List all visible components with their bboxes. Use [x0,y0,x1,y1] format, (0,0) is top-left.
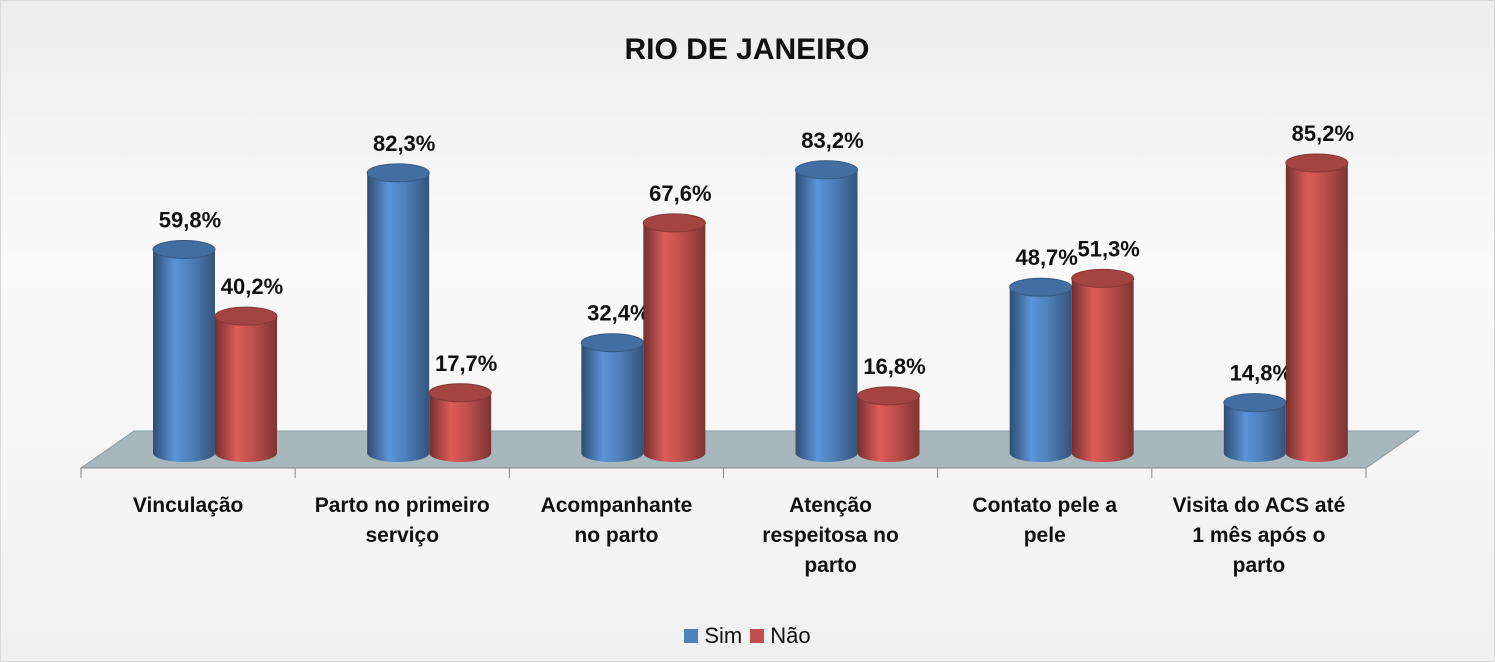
cylinder-bottom [215,444,277,462]
cylinder-bottom [367,444,430,462]
cylinder-body [1071,278,1134,453]
cylinder [152,239,216,462]
cylinder [857,386,920,462]
cylinder [428,383,492,462]
cylinder-body [795,169,858,454]
value-label: 82,3% [373,131,435,156]
value-label: 17,7% [435,351,497,376]
cylinder-bottom [581,444,644,462]
cylinder-top [152,239,216,259]
value-label: 14,8% [1230,361,1292,386]
x-tick-label: Atenção respeitosa no parto [762,494,899,577]
legend-label: Não [770,623,811,648]
cylinder-bottom [643,444,706,462]
chart-title: RIO DE JANEIRO [624,33,869,66]
cylinder [1071,268,1135,462]
cylinder [795,160,858,462]
cylinder-top [428,383,492,403]
value-label: 59,8% [159,207,221,232]
x-tick-label: Vinculação [132,494,244,517]
value-label: 67,6% [649,181,711,206]
x-tick-label: Acompanhante no parto [540,494,693,547]
value-label: 85,2% [1292,121,1354,146]
legend-swatch [684,629,699,643]
cylinder-top [214,306,278,326]
value-label: 48,7% [1015,245,1077,270]
x-tick-label: Contato pele a pele [972,494,1118,547]
cylinder [580,333,644,462]
cylinder-body [367,172,430,453]
legend-label: Sim [704,623,743,648]
cylinder-bottom [1285,444,1348,462]
cylinder-body [643,222,706,453]
value-label: 16,8% [863,354,925,379]
cylinder-top [642,213,706,233]
cylinder-top [580,333,644,353]
cylinder-top [1071,268,1135,288]
cylinder-top [1223,393,1287,413]
cylinder-body [429,392,492,453]
cylinder-body [215,316,277,453]
cylinder-bottom [153,444,215,462]
x-tick-label: Parto no primeiro serviço [314,494,490,547]
cylinder-body [1009,287,1072,453]
cylinder-body [581,342,644,453]
legend-swatch [750,629,765,643]
cylinder [1285,153,1349,462]
legend-entry: Sim [684,623,742,649]
cylinder [1009,277,1073,462]
cylinder-bottom [1071,444,1134,462]
cylinder-bottom [429,444,492,462]
value-label: 51,3% [1077,236,1139,261]
cylinder [642,213,706,462]
x-tick-label: Visita do ACS até 1 mês após o parto [1172,494,1346,577]
cylinder-bottom [1223,444,1286,462]
cylinder-top [857,386,920,406]
cylinder-body [857,395,920,453]
cylinder [366,163,430,462]
cylinder-bottom [795,444,858,462]
value-label: 32,4% [587,301,649,326]
cylinder-top [795,160,858,180]
cylinder-top [1285,153,1349,173]
legend: Sim Não [1,623,1494,649]
cylinder [1223,393,1287,462]
legend-entry: Não [750,623,811,649]
cylinder-top [366,163,430,183]
cylinder [214,306,278,462]
cylinder-body [153,249,215,453]
value-label: 40,2% [221,274,283,299]
cylinder-top [1009,277,1073,297]
cylinder-body [1285,163,1348,453]
value-label: 83,2% [801,128,863,153]
floor [79,430,1421,469]
cylinder-bottom [857,444,920,462]
cylinder-bottom [1009,444,1072,462]
